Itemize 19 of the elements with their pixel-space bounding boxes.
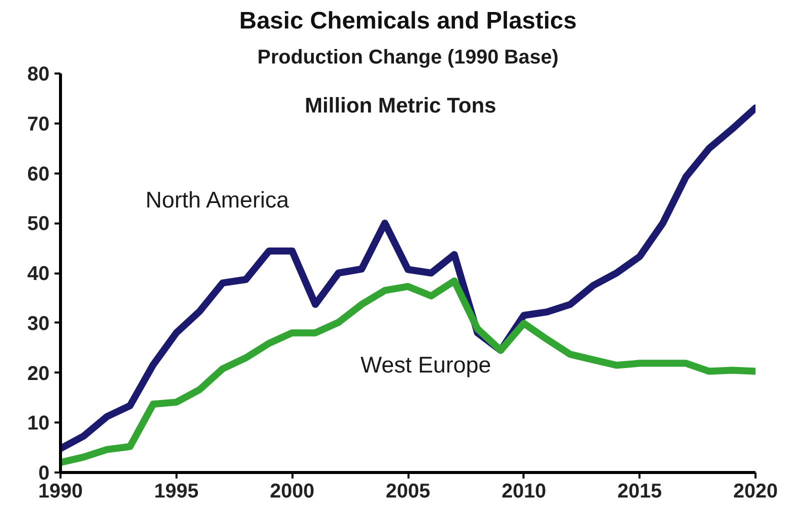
series-label: North America — [146, 186, 290, 212]
y-tick-label: 80 — [27, 64, 50, 86]
y-tick-label: 50 — [27, 213, 50, 236]
chart-subtitle: Production Change (1990 Base) — [257, 46, 559, 68]
y-tick-label: 70 — [27, 113, 50, 136]
y-axis-title: Million Metric Tons — [304, 94, 496, 118]
x-tick-label: 2000 — [270, 480, 314, 502]
y-tick-label: 10 — [27, 412, 50, 435]
x-tick-label: 1995 — [154, 480, 199, 502]
y-tick-label: 30 — [27, 312, 50, 335]
y-tick-label: 20 — [27, 362, 50, 385]
y-tick-label: 40 — [27, 263, 50, 285]
chart-title: Basic Chemicals and Plastics — [239, 8, 577, 34]
x-tick-label: 2010 — [502, 480, 546, 502]
y-tick-label: 60 — [27, 163, 50, 186]
x-tick-label: 2005 — [386, 480, 430, 502]
x-tick-label: 2015 — [617, 480, 662, 502]
series-label: West Europe — [360, 352, 492, 378]
x-tick-label: 2020 — [733, 480, 778, 502]
